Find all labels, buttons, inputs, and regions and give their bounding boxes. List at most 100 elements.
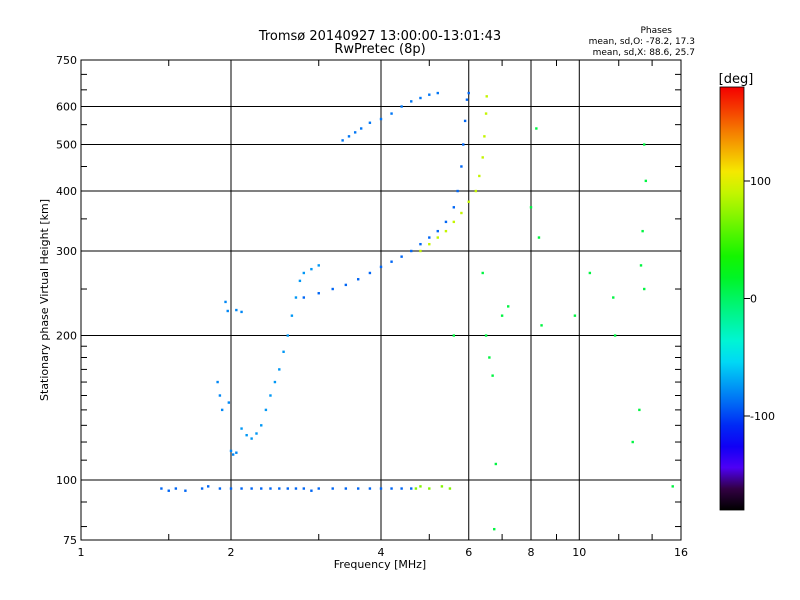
y-tick-label: 750 (56, 54, 77, 67)
data-point (220, 408, 224, 412)
data-point (216, 380, 219, 384)
data-point (167, 489, 170, 492)
data-point (229, 487, 233, 490)
data-point (588, 271, 592, 275)
x-tick-label: 16 (674, 546, 688, 559)
data-point (506, 305, 510, 308)
data-point (537, 236, 541, 239)
grid (81, 60, 681, 540)
data-point (331, 287, 334, 291)
colorbar-ticks: 100 0 -100 (744, 175, 775, 423)
data-point (368, 121, 372, 124)
phase-stat-o: mean, sd,O: -78.2, 17.3 (589, 37, 695, 47)
data-point (353, 131, 357, 134)
data-point (460, 165, 463, 168)
colorbar-tick-label: 0 (750, 293, 757, 306)
data-point (436, 236, 439, 239)
colorbar-tick-label: -100 (750, 410, 775, 423)
data-point (200, 487, 204, 490)
data-point (240, 487, 243, 490)
data-point (428, 236, 431, 239)
data-point (317, 292, 320, 295)
data-point (488, 356, 491, 359)
data-point (452, 220, 456, 224)
x-tick-label: 1 (78, 546, 85, 559)
data-point (483, 135, 486, 138)
data-point (356, 278, 360, 281)
data-point (255, 432, 258, 435)
data-point (481, 271, 484, 275)
data-point (444, 220, 448, 224)
data-point (452, 334, 456, 337)
data-point (474, 189, 478, 193)
data-point (229, 449, 233, 453)
data-point (463, 119, 467, 123)
data-point (440, 485, 444, 488)
data-point (485, 95, 488, 98)
x-tick-label: 8 (528, 546, 535, 559)
data-point (643, 143, 646, 146)
data-point (245, 433, 248, 437)
data-point (613, 334, 617, 337)
data-point (235, 308, 238, 312)
data-point (467, 200, 470, 203)
data-point (612, 296, 615, 299)
y-tick-label: 300 (56, 245, 77, 258)
data-point (368, 487, 372, 490)
data-point (269, 487, 272, 490)
chart-subtitle: RwPretec (8p) (334, 42, 425, 57)
data-point (368, 271, 372, 275)
data-point (231, 453, 235, 456)
data-point (302, 271, 306, 275)
data-point (428, 93, 431, 96)
data-point (631, 440, 634, 444)
data-point (467, 91, 470, 95)
data-point (419, 242, 422, 246)
y-tick-label: 200 (56, 330, 77, 343)
x-tick-label: 4 (378, 546, 385, 559)
x-tick-label: 10 (572, 546, 586, 559)
x-tick-label: 2 (228, 546, 235, 559)
data-point (235, 451, 238, 454)
x-axis-label: Frequency [MHz] (334, 558, 426, 571)
data-point (240, 310, 243, 314)
data-point (260, 424, 263, 427)
data-point (641, 229, 644, 233)
data-point (356, 487, 360, 490)
data-point (643, 287, 646, 291)
colorbar-label: [deg] (719, 72, 754, 87)
data-point (310, 489, 313, 492)
data-point (428, 487, 431, 490)
data-point (218, 394, 222, 397)
data-point (379, 265, 383, 269)
data-point (206, 485, 210, 488)
data-point (286, 334, 289, 337)
data-point (460, 211, 463, 215)
data-point (456, 189, 459, 193)
data-point (240, 427, 243, 430)
data-point (269, 394, 272, 397)
data-point (224, 300, 227, 304)
data-point (317, 264, 320, 267)
data-point (278, 368, 281, 371)
data-point (400, 487, 403, 490)
data-point (294, 296, 298, 299)
data-point (250, 487, 253, 490)
data-point (282, 350, 285, 353)
plot-frame (80, 59, 682, 541)
data-point (400, 105, 403, 108)
data-point (410, 249, 413, 253)
y-tick-label: 75 (63, 534, 77, 547)
data-point (478, 174, 481, 178)
data-point (390, 487, 393, 490)
colorbar-tick-label: 100 (750, 175, 771, 188)
data-point (400, 255, 403, 258)
data-point (317, 487, 320, 490)
axis-ticks: 1 2 4 6 8 10 16 75 100 200 300 400 500 600 750 (56, 54, 688, 559)
data-point (428, 242, 431, 246)
data-point (278, 487, 281, 490)
y-tick-label: 100 (56, 474, 77, 487)
data-point (529, 206, 533, 209)
data-point (481, 156, 484, 159)
